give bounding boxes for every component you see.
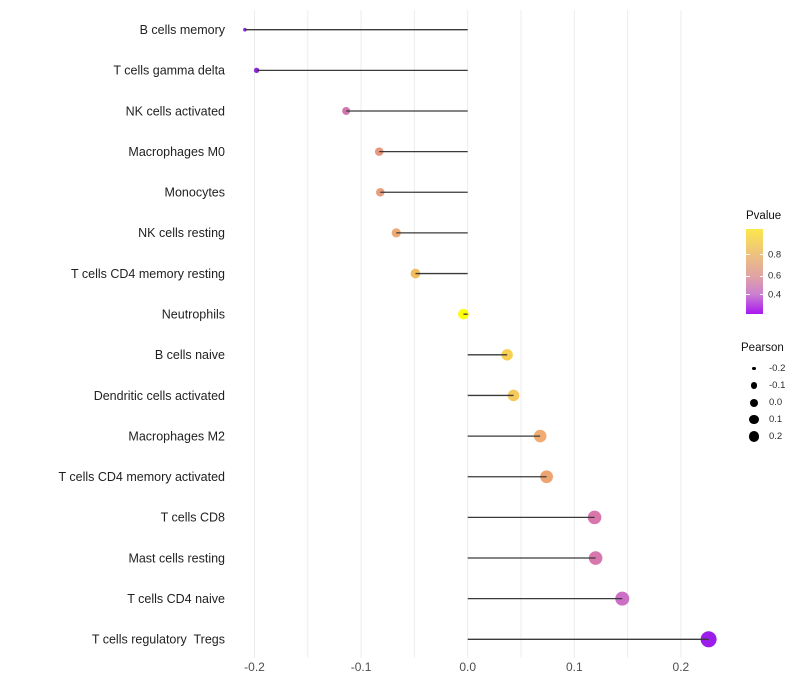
pearson-legend-key xyxy=(747,431,761,442)
colorbar-tick-label: 0.6 xyxy=(768,270,782,282)
colorbar-tick-mark xyxy=(759,293,763,296)
pearson-legend-entry: 0.1 xyxy=(741,411,799,428)
category-label: B cells memory xyxy=(140,23,226,37)
x-tick-label: 0.1 xyxy=(566,660,583,674)
colorbar-tick-mark xyxy=(759,253,763,256)
pearson-legend-title: Pearson xyxy=(741,342,784,354)
category-label: T cells CD4 memory activated xyxy=(59,470,226,484)
category-label: T cells regulatory Tregs xyxy=(92,633,225,647)
pearson-legend-key xyxy=(747,398,761,407)
pearson-legend-entry: 0.0 xyxy=(741,394,799,411)
category-label: T cells CD8 xyxy=(161,511,225,525)
pvalue-color-legend: Pvalue 0.8 0.6 0.4 xyxy=(746,210,800,314)
category-label: NK cells resting xyxy=(138,226,225,240)
x-tick-label: -0.1 xyxy=(351,660,372,674)
pearson-legend-entry: -0.1 xyxy=(741,377,799,394)
x-tick-label: -0.2 xyxy=(244,660,265,674)
colorbar-tick-mark xyxy=(746,253,750,256)
category-label: Dendritic cells activated xyxy=(94,389,225,403)
pearson-legend-label: -0.2 xyxy=(769,363,786,374)
x-tick-label: 0.0 xyxy=(459,660,476,674)
pvalue-legend-title: Pvalue xyxy=(746,210,782,222)
colorbar-tick-mark xyxy=(746,275,750,277)
pearson-legend-entries: -0.2 -0.1 0.0 0.1 0.2 xyxy=(741,360,799,445)
pearson-legend-key xyxy=(747,414,761,425)
category-label: Mast cells resting xyxy=(128,551,225,565)
pearson-legend-label: -0.1 xyxy=(769,380,786,391)
pearson-legend-entry: -0.2 xyxy=(741,360,799,377)
pearson-legend-label: 0.1 xyxy=(769,414,783,425)
colorbar-tick-label: 0.8 xyxy=(768,249,782,261)
pearson-legend-dot xyxy=(752,366,756,371)
category-label: Macrophages M2 xyxy=(128,429,225,443)
category-label: T cells gamma delta xyxy=(113,64,225,78)
pearson-legend-dot xyxy=(750,398,758,407)
pearson-legend-key xyxy=(747,366,761,371)
pvalue-colorbar-wrap: 0.8 0.6 0.4 xyxy=(746,229,781,314)
category-label: T cells CD4 naive xyxy=(127,592,225,606)
pearson-size-legend: Pearson -0.2 -0.1 0.0 0.1 0.2 xyxy=(741,342,799,445)
pvalue-colorbar xyxy=(746,229,763,314)
pearson-legend-dot xyxy=(749,414,759,425)
pearson-legend-entry: 0.2 xyxy=(741,428,799,445)
pearson-legend-label: 0.0 xyxy=(769,397,783,408)
category-label: Monocytes xyxy=(165,186,225,200)
colorbar-tick-label: 0.4 xyxy=(768,289,782,301)
category-label: Macrophages M0 xyxy=(128,145,225,159)
pearson-legend-label: 0.2 xyxy=(769,431,783,442)
category-label: B cells naive xyxy=(155,348,225,362)
category-label: Neutrophils xyxy=(162,307,225,321)
category-label: NK cells activated xyxy=(126,104,225,118)
colorbar-tick-mark xyxy=(746,293,750,296)
category-label: T cells CD4 memory resting xyxy=(71,267,225,281)
colorbar-tick-mark xyxy=(759,275,763,277)
pearson-legend-key xyxy=(747,382,761,389)
x-tick-label: 0.2 xyxy=(673,660,690,674)
pearson-legend-dot xyxy=(750,382,758,389)
pearson-legend-dot xyxy=(748,431,760,442)
